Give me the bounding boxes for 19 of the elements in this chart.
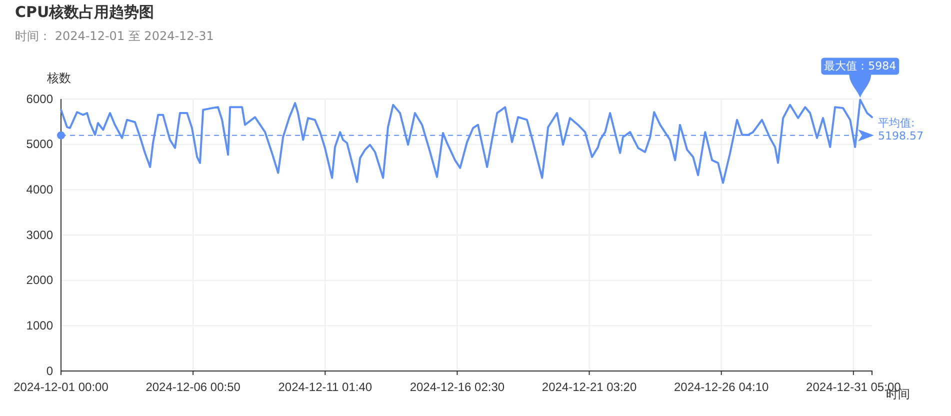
y-tick-label: 0	[46, 364, 54, 378]
ref-line-label: 平均值: 5198.57	[878, 116, 924, 143]
x-tick-label: 2024-12-26 04:10	[674, 380, 770, 394]
x-tick-label: 2024-12-16 02:30	[410, 380, 505, 394]
annotation: 最大值：5984	[824, 60, 896, 73]
line-series	[60, 98, 873, 184]
y-axis-title: 核数	[46, 71, 71, 85]
y-tick-label: 1000	[26, 318, 54, 333]
y-tick-label: 3000	[26, 228, 54, 242]
x-tick-label: 2024-12-01 00:00	[14, 380, 109, 394]
chart-subtitle: 时间： 2024-12-01 至 2024-12-31	[15, 29, 214, 43]
x-tick-label: 2024-12-11 01:40	[278, 380, 372, 394]
x-tick-label: 2024-12-06 00:50	[146, 380, 241, 394]
y-tick-label: 4000	[26, 182, 54, 197]
y-tick-label: 6000	[26, 92, 54, 106]
y-tick-label: 5000	[26, 137, 54, 152]
y-tick-label: 2000	[26, 273, 54, 288]
chart-title: CPU核数占用趋势图	[15, 3, 154, 21]
x-tick-label: 2024-12-21 03:20	[542, 380, 637, 394]
